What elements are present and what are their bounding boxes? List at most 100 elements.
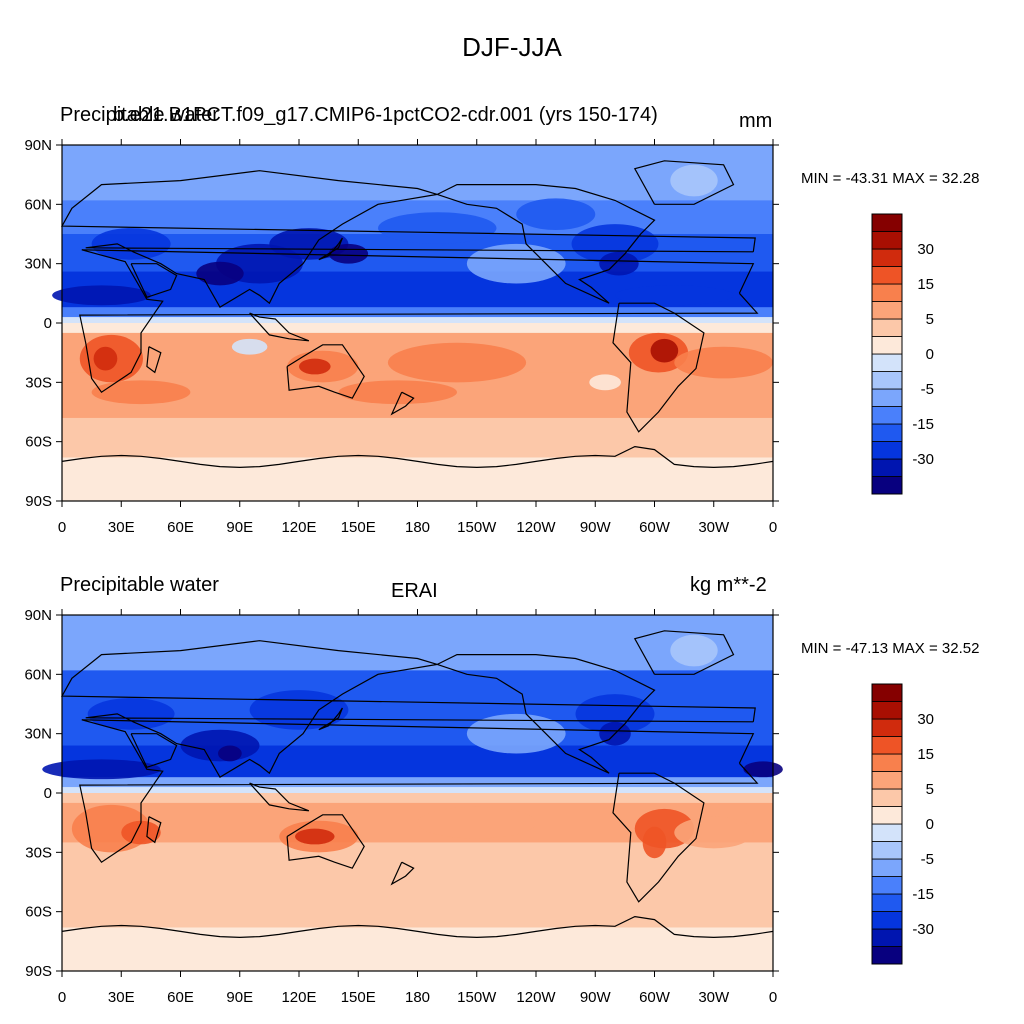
colorbar-box bbox=[871, 701, 903, 720]
contour-band bbox=[62, 887, 773, 928]
lon-tick-label: 30W bbox=[698, 989, 730, 1006]
colorbar-box bbox=[871, 911, 903, 930]
lat-tick-label: 60S bbox=[25, 904, 52, 921]
colorbar-box bbox=[871, 841, 903, 860]
contour-anomaly bbox=[516, 198, 596, 231]
contour-anomaly bbox=[674, 346, 773, 379]
colorbar-box bbox=[871, 231, 903, 250]
colorbar-box bbox=[871, 946, 903, 965]
panel2-coastlines bbox=[60, 630, 774, 939]
lat-tick-label: 30N bbox=[24, 256, 52, 273]
contour-band bbox=[62, 317, 773, 324]
coastline bbox=[286, 814, 365, 869]
coastline bbox=[249, 782, 310, 812]
contour-anomaly bbox=[269, 228, 349, 260]
lat-tick-label: 90S bbox=[25, 963, 52, 980]
lon-tick-label: 90W bbox=[580, 989, 612, 1006]
figure-title: DJF-JJA bbox=[462, 32, 562, 62]
colorbar-tick-label: 30 bbox=[917, 711, 934, 728]
colorbar-tick-label: 0 bbox=[926, 346, 934, 363]
lon-tick-label: 0 bbox=[58, 989, 66, 1006]
lon-tick-label: 90E bbox=[226, 989, 253, 1006]
colorbar-box bbox=[871, 876, 903, 895]
colorbar-box bbox=[871, 248, 903, 267]
contour-band bbox=[62, 615, 773, 671]
lat-tick-label: 30S bbox=[25, 374, 52, 391]
contour-anomaly bbox=[42, 759, 161, 780]
panel1-coastlines bbox=[60, 160, 774, 469]
lon-tick-label: 90E bbox=[226, 519, 253, 536]
lon-tick-label: 120W bbox=[516, 519, 556, 536]
contour-band bbox=[62, 704, 773, 747]
contour-band bbox=[62, 323, 773, 334]
colorbar-box bbox=[871, 371, 903, 390]
contour-anomaly bbox=[91, 380, 191, 405]
colorbar-box bbox=[871, 406, 903, 425]
colorbar-box bbox=[871, 441, 903, 460]
lon-tick-label: 60E bbox=[167, 989, 194, 1006]
lon-tick-label: 120E bbox=[281, 519, 316, 536]
contour-anomaly bbox=[299, 358, 331, 375]
colorbar-tick-label: -5 bbox=[921, 851, 934, 868]
contour-anomaly bbox=[670, 634, 718, 667]
colorbar-box bbox=[871, 788, 903, 807]
lon-tick-label: 60W bbox=[639, 989, 671, 1006]
colorbar-tick-label: -5 bbox=[921, 381, 934, 398]
colorbar-box bbox=[871, 753, 903, 772]
panel1-minmax-stats: MIN = -43.31 MAX = 32.28 bbox=[801, 170, 980, 187]
contour-anomaly bbox=[466, 243, 566, 284]
contour-band bbox=[62, 927, 773, 972]
colorbar-box bbox=[871, 336, 903, 355]
colorbar-box bbox=[871, 266, 903, 285]
colorbar-box bbox=[871, 353, 903, 372]
panel2-axis-ticks bbox=[56, 609, 779, 977]
colorbar-tick-label: -30 bbox=[912, 921, 934, 938]
lon-tick-label: 30E bbox=[108, 519, 135, 536]
lon-tick-label: 0 bbox=[769, 519, 777, 536]
colorbar-box bbox=[871, 213, 903, 232]
lon-tick-label: 30W bbox=[698, 519, 730, 536]
contour-band bbox=[62, 145, 773, 201]
coastline bbox=[612, 302, 705, 433]
contour-anomaly bbox=[328, 243, 369, 264]
lon-tick-label: 150E bbox=[341, 519, 376, 536]
contour-anomaly bbox=[378, 212, 497, 244]
lat-tick-label: 60N bbox=[24, 196, 52, 213]
lon-tick-label: 150W bbox=[457, 989, 497, 1006]
lon-tick-label: 0 bbox=[58, 519, 66, 536]
lat-tick-label: 30S bbox=[25, 844, 52, 861]
lat-tick-label: 90N bbox=[24, 607, 52, 624]
contour-anomaly bbox=[93, 346, 118, 371]
coastline bbox=[79, 719, 759, 864]
colorbar-box bbox=[871, 928, 903, 947]
panel2-contour-field bbox=[42, 615, 783, 972]
panel1-left-label: Precipitable water bbox=[60, 104, 219, 126]
coastline bbox=[146, 346, 162, 374]
lat-tick-label: 30N bbox=[24, 726, 52, 743]
coastline bbox=[390, 861, 415, 886]
lon-tick-label: 150W bbox=[457, 519, 497, 536]
colorbar-box bbox=[871, 736, 903, 755]
colorbar-tick-label: -15 bbox=[912, 886, 934, 903]
panel2-map: 90N 60N 30N 0 30S 60S 90S 0 30E 60E 90E 120E 150E 18… bbox=[24, 607, 934, 1006]
colorbar-box bbox=[871, 893, 903, 912]
lon-tick-label: 150E bbox=[341, 989, 376, 1006]
colorbar-tick-label: 15 bbox=[917, 276, 934, 293]
contour-band bbox=[62, 670, 773, 705]
lon-tick-label: 90W bbox=[580, 519, 612, 536]
colorbar-box bbox=[871, 823, 903, 842]
panel2-left-label: Precipitable water bbox=[60, 574, 219, 596]
coastline bbox=[612, 772, 705, 903]
colorbar-tick-label: 5 bbox=[926, 781, 934, 798]
coastline bbox=[318, 237, 343, 261]
lat-tick-label: 0 bbox=[44, 785, 52, 802]
panel1-center-label: b.e21.B1PCT.f09_g17.CMIP6-1pctCO2-cdr.00… bbox=[113, 104, 658, 126]
lon-tick-label: 120E bbox=[281, 989, 316, 1006]
lat-tick-label: 60N bbox=[24, 666, 52, 683]
lon-tick-label: 180 bbox=[405, 519, 430, 536]
colorbar-box bbox=[871, 683, 903, 702]
panel1-colorbar: 30 15 5 0 -5 -15 -30 bbox=[871, 213, 934, 495]
contour-anomaly bbox=[642, 826, 667, 859]
contour-band bbox=[62, 745, 773, 778]
coastline bbox=[60, 170, 756, 309]
